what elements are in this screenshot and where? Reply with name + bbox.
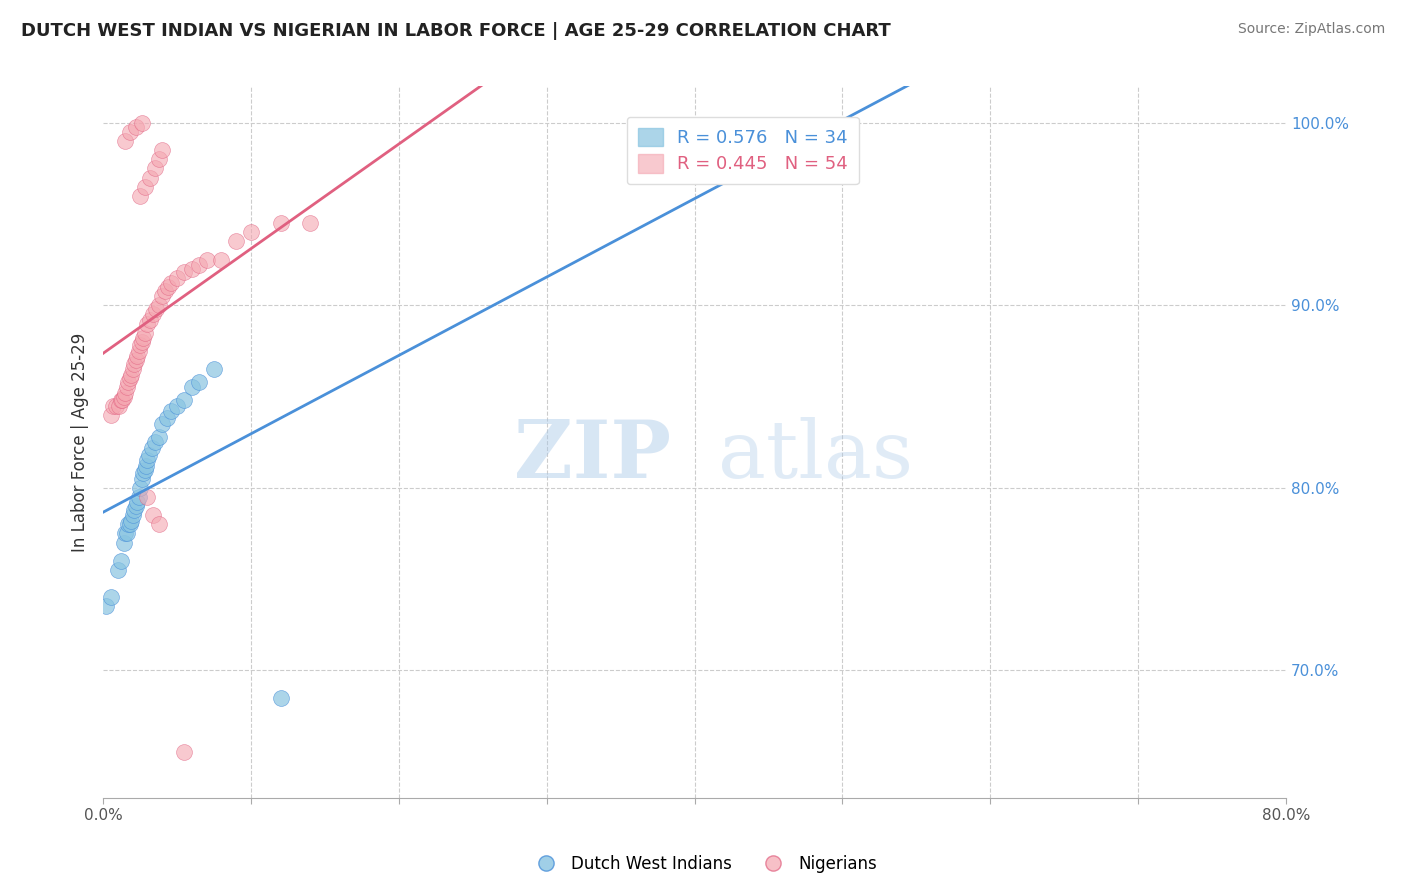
- Point: [136, 490, 159, 504]
- Point: [124, 353, 146, 368]
- Point: [114, 386, 136, 401]
- Point: [150, 417, 173, 431]
- Point: [299, 216, 322, 230]
- Point: [173, 393, 195, 408]
- Point: [141, 441, 163, 455]
- Point: [166, 271, 188, 285]
- Point: [148, 430, 170, 444]
- Point: [114, 526, 136, 541]
- Point: [110, 554, 132, 568]
- Point: [143, 161, 166, 176]
- Point: [117, 375, 139, 389]
- Point: [180, 261, 202, 276]
- Point: [103, 399, 125, 413]
- Point: [240, 225, 263, 239]
- Point: [112, 390, 135, 404]
- Point: [120, 368, 142, 382]
- Point: [100, 591, 122, 605]
- Text: atlas: atlas: [718, 417, 914, 495]
- Text: Source: ZipAtlas.com: Source: ZipAtlas.com: [1237, 22, 1385, 37]
- Point: [112, 535, 135, 549]
- Point: [134, 326, 156, 340]
- Point: [118, 125, 141, 139]
- Legend: Dutch West Indians, Nigerians: Dutch West Indians, Nigerians: [523, 848, 883, 880]
- Point: [270, 690, 292, 705]
- Point: [142, 308, 165, 322]
- Point: [110, 393, 132, 408]
- Point: [127, 350, 149, 364]
- Point: [160, 277, 183, 291]
- Point: [114, 134, 136, 148]
- Point: [121, 362, 143, 376]
- Point: [118, 517, 141, 532]
- Text: DUTCH WEST INDIAN VS NIGERIAN IN LABOR FORCE | AGE 25-29 CORRELATION CHART: DUTCH WEST INDIAN VS NIGERIAN IN LABOR F…: [21, 22, 891, 40]
- Point: [136, 453, 159, 467]
- Point: [138, 448, 160, 462]
- Point: [129, 481, 152, 495]
- Point: [225, 235, 247, 249]
- Point: [157, 280, 180, 294]
- Point: [121, 508, 143, 523]
- Point: [148, 298, 170, 312]
- Point: [145, 301, 167, 316]
- Point: [107, 563, 129, 577]
- Point: [132, 331, 155, 345]
- Point: [173, 265, 195, 279]
- Point: [188, 258, 211, 272]
- Point: [124, 120, 146, 134]
- Point: [209, 252, 232, 267]
- Point: [156, 411, 179, 425]
- Point: [139, 170, 162, 185]
- Point: [120, 514, 142, 528]
- Point: [131, 116, 153, 130]
- Point: [135, 458, 157, 473]
- Point: [111, 393, 134, 408]
- Point: [115, 380, 138, 394]
- Point: [132, 467, 155, 481]
- Point: [122, 502, 145, 516]
- Point: [142, 508, 165, 523]
- Point: [128, 490, 150, 504]
- Point: [118, 371, 141, 385]
- Point: [188, 375, 211, 389]
- Point: [195, 252, 218, 267]
- Text: ZIP: ZIP: [513, 417, 671, 495]
- Point: [128, 343, 150, 358]
- Point: [270, 216, 292, 230]
- Legend: R = 0.576   N = 34, R = 0.445   N = 54: R = 0.576 N = 34, R = 0.445 N = 54: [627, 117, 859, 185]
- Point: [160, 404, 183, 418]
- Point: [124, 499, 146, 513]
- Point: [100, 408, 122, 422]
- Point: [122, 357, 145, 371]
- Point: [117, 517, 139, 532]
- Point: [150, 289, 173, 303]
- Point: [143, 435, 166, 450]
- Point: [155, 284, 177, 298]
- Point: [150, 143, 173, 157]
- Point: [127, 495, 149, 509]
- Point: [105, 399, 128, 413]
- Point: [134, 179, 156, 194]
- Point: [108, 399, 131, 413]
- Point: [173, 746, 195, 760]
- Point: [115, 526, 138, 541]
- Point: [94, 599, 117, 614]
- Point: [139, 313, 162, 327]
- Point: [166, 399, 188, 413]
- Point: [129, 338, 152, 352]
- Point: [180, 380, 202, 394]
- Point: [148, 517, 170, 532]
- Y-axis label: In Labor Force | Age 25-29: In Labor Force | Age 25-29: [72, 333, 89, 552]
- Point: [148, 153, 170, 167]
- Point: [202, 362, 225, 376]
- Point: [134, 462, 156, 476]
- Point: [136, 317, 159, 331]
- Point: [131, 472, 153, 486]
- Point: [129, 189, 152, 203]
- Point: [131, 334, 153, 349]
